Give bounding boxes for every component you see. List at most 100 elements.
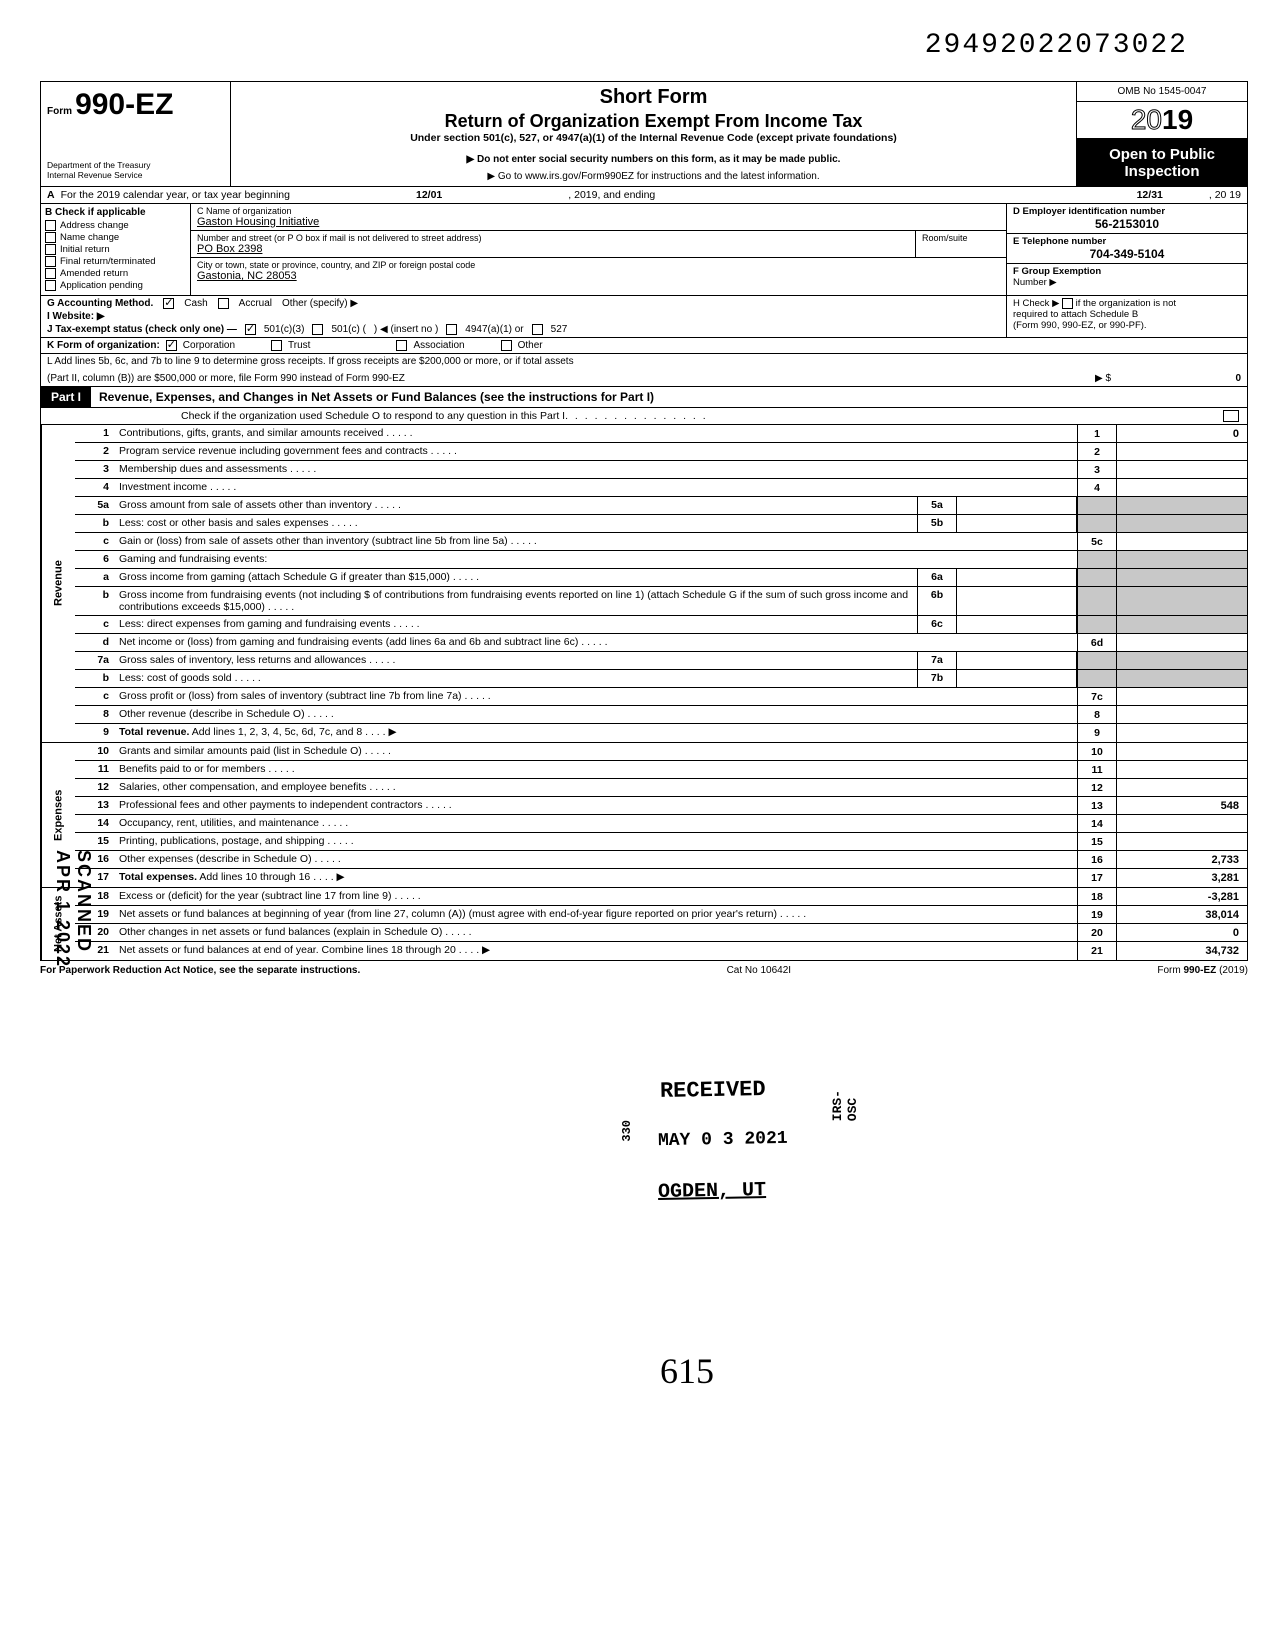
r-val bbox=[1117, 688, 1247, 705]
accounting-method-label: G Accounting Method. bbox=[47, 298, 153, 309]
line-desc: Gaming and fundraising events: bbox=[115, 551, 1077, 568]
phone-block: E Telephone number 704-349-5104 bbox=[1007, 234, 1247, 264]
r-num: 17 bbox=[1077, 869, 1117, 887]
open-to-public: Open to Public Inspection bbox=[1077, 139, 1247, 186]
mid-val bbox=[957, 616, 1077, 633]
city-value: Gastonia, NC 28053 bbox=[197, 270, 1000, 282]
line-desc: Net income or (loss) from gaming and fun… bbox=[115, 634, 1077, 651]
row-a: A For the 2019 calendar year, or tax yea… bbox=[41, 187, 1247, 204]
line-19: 19Net assets or fund balances at beginni… bbox=[75, 906, 1247, 924]
chk-4947[interactable] bbox=[446, 324, 457, 335]
line-20: 20Other changes in net assets or fund ba… bbox=[75, 924, 1247, 942]
sidelabel-netassets: Net Assets bbox=[41, 888, 75, 960]
r-val bbox=[1117, 443, 1247, 460]
addr-label: Number and street (or P O box if mail is… bbox=[197, 233, 909, 243]
stamp-irs-osc: IRS-OSC bbox=[830, 1090, 860, 1121]
lbl-association: Association bbox=[413, 340, 464, 351]
lbl-application-pending: Application pending bbox=[60, 280, 143, 291]
block-bcd: B Check if applicable Address change Nam… bbox=[41, 204, 1247, 296]
chk-501c[interactable] bbox=[312, 324, 323, 335]
addr-value: PO Box 2398 bbox=[197, 243, 909, 255]
line-c: cLess: direct expenses from gaming and f… bbox=[75, 616, 1247, 634]
line-num: 10 bbox=[75, 743, 115, 760]
chk-accrual[interactable] bbox=[218, 298, 229, 309]
line-13: 13Professional fees and other payments t… bbox=[75, 797, 1247, 815]
ein-value: 56-2153010 bbox=[1013, 217, 1241, 231]
stamp-date: MAY 0 3 2021 bbox=[658, 1129, 788, 1151]
part-1-header: Part I Revenue, Expenses, and Changes in… bbox=[41, 387, 1247, 408]
line-b: bLess: cost of goods sold . . . . .7b bbox=[75, 670, 1247, 688]
chk-other-org[interactable] bbox=[501, 340, 512, 351]
handwritten-615: 615 bbox=[660, 1350, 714, 1392]
line-num: 13 bbox=[75, 797, 115, 814]
line-15: 15Printing, publications, postage, and s… bbox=[75, 833, 1247, 851]
r-num: 18 bbox=[1077, 888, 1117, 905]
r-num: 2 bbox=[1077, 443, 1117, 460]
r-val bbox=[1117, 743, 1247, 760]
chk-final-return[interactable]: Final return/terminated bbox=[45, 256, 186, 267]
r-val bbox=[1117, 706, 1247, 723]
r-val-shade bbox=[1117, 497, 1247, 514]
r-val: 0 bbox=[1117, 924, 1247, 941]
line-desc: Gain or (loss) from sale of assets other… bbox=[115, 533, 1077, 550]
title-ssn-warning: ▶ Do not enter social security numbers o… bbox=[239, 154, 1068, 165]
omb-number: OMB No 1545-0047 bbox=[1077, 82, 1247, 102]
r-num-shade bbox=[1077, 497, 1117, 514]
r-num-shade bbox=[1077, 515, 1117, 532]
line-num: 14 bbox=[75, 815, 115, 832]
chk-corporation[interactable] bbox=[166, 340, 177, 351]
top-stamp-number: 29492022073022 bbox=[40, 30, 1248, 61]
line-desc: Less: cost or other basis and sales expe… bbox=[115, 515, 917, 532]
lbl-accrual: Accrual bbox=[239, 298, 272, 309]
line-desc: Professional fees and other payments to … bbox=[115, 797, 1077, 814]
form-number: Form 990-EZ bbox=[47, 88, 224, 122]
chk-amended-return[interactable]: Amended return bbox=[45, 268, 186, 279]
r-val-shade bbox=[1117, 551, 1247, 568]
line-11: 11Benefits paid to or for members . . . … bbox=[75, 761, 1247, 779]
chk-trust[interactable] bbox=[271, 340, 282, 351]
r-val: 3,281 bbox=[1117, 869, 1247, 887]
r-val: 34,732 bbox=[1117, 942, 1247, 960]
sidelabel-expenses: Expenses bbox=[41, 743, 75, 887]
r-val bbox=[1117, 815, 1247, 832]
line-num: 15 bbox=[75, 833, 115, 850]
year-outline: 20 bbox=[1131, 104, 1162, 135]
org-name-value: Gaston Housing Initiative bbox=[197, 216, 1000, 228]
row-a-mid: , 2019, and ending bbox=[568, 189, 655, 201]
r-val-shade bbox=[1117, 587, 1247, 615]
r-val bbox=[1117, 461, 1247, 478]
mid-val bbox=[957, 652, 1077, 669]
row-h: H Check ▶ if the organization is not req… bbox=[1007, 296, 1247, 337]
lbl-other-method: Other (specify) ▶ bbox=[282, 298, 358, 309]
chk-initial-return[interactable]: Initial return bbox=[45, 244, 186, 255]
chk-schedule-o[interactable] bbox=[1223, 410, 1239, 422]
line-a: aGross income from gaming (attach Schedu… bbox=[75, 569, 1247, 587]
chk-527[interactable] bbox=[532, 324, 543, 335]
r-num-shade bbox=[1077, 587, 1117, 615]
mid-val bbox=[957, 569, 1077, 586]
line-1: 1Contributions, gifts, grants, and simil… bbox=[75, 425, 1247, 443]
r-val bbox=[1117, 533, 1247, 550]
chk-address-change[interactable]: Address change bbox=[45, 220, 186, 231]
r-num: 13 bbox=[1077, 797, 1117, 814]
r-val: -3,281 bbox=[1117, 888, 1247, 905]
form-number-text: 990-EZ bbox=[75, 88, 173, 121]
line-21: 21Net assets or fund balances at end of … bbox=[75, 942, 1247, 960]
chk-association[interactable] bbox=[396, 340, 407, 351]
row-gh: G Accounting Method. Cash Accrual Other … bbox=[41, 296, 1247, 338]
line-num: 9 bbox=[75, 724, 115, 742]
r-val bbox=[1117, 634, 1247, 651]
line-3: 3Membership dues and assessments . . . .… bbox=[75, 461, 1247, 479]
r-val-shade bbox=[1117, 515, 1247, 532]
line-desc: Other revenue (describe in Schedule O) .… bbox=[115, 706, 1077, 723]
line-desc: Gross income from fundraising events (no… bbox=[115, 587, 917, 615]
line-desc: Grants and similar amounts paid (list in… bbox=[115, 743, 1077, 760]
lbl-amended-return: Amended return bbox=[60, 268, 128, 279]
chk-501c3[interactable] bbox=[245, 324, 256, 335]
chk-cash[interactable] bbox=[163, 298, 174, 309]
chk-name-change[interactable]: Name change bbox=[45, 232, 186, 243]
chk-schedule-b[interactable] bbox=[1062, 298, 1073, 309]
lbl-trust: Trust bbox=[288, 340, 310, 351]
chk-application-pending[interactable]: Application pending bbox=[45, 280, 186, 291]
line-desc: Less: cost of goods sold . . . . . bbox=[115, 670, 917, 687]
